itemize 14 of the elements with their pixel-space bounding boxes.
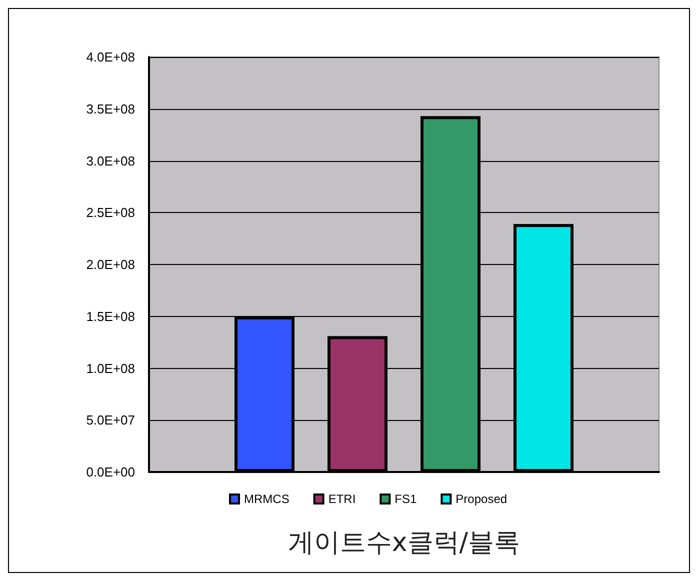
y-tick-label: 2.0E+08 (86, 257, 135, 272)
x-axis-title: 게이트수x클럭/블록 (288, 528, 520, 558)
legend-label: Proposed (456, 492, 508, 506)
legend-label: FS1 (394, 492, 417, 506)
y-tick-label: 3.5E+08 (86, 101, 135, 116)
y-tick-label: 2.5E+08 (86, 205, 135, 220)
y-tick-label: 0.0E+00 (86, 464, 135, 480)
legend-label: ETRI (328, 492, 356, 506)
y-tick-label: 4.0E+08 (86, 50, 135, 64)
y-tick-label: 3.0E+08 (86, 153, 135, 168)
y-tick-label: 5.0E+07 (86, 412, 135, 428)
legend-label: MRMCS (244, 492, 290, 506)
y-tick-label: 1.0E+08 (86, 360, 135, 376)
y-tick-label: 1.5E+08 (86, 308, 135, 324)
